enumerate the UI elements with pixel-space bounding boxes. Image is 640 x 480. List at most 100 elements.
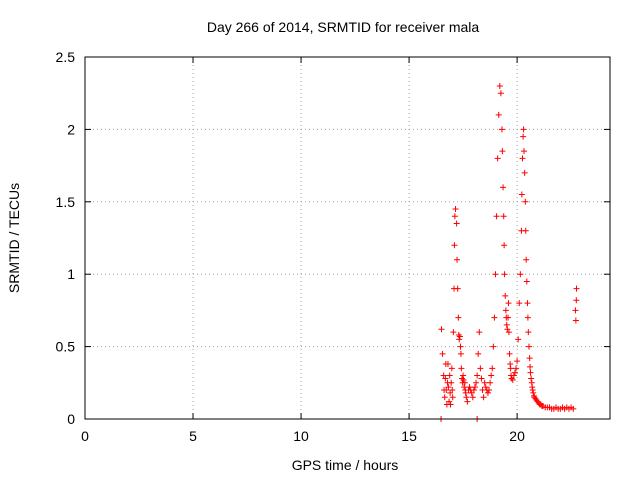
y-tick-label: 1 [67, 266, 75, 282]
data-point [529, 387, 536, 394]
data-point [490, 343, 497, 350]
x-tick-label: 5 [189, 428, 197, 444]
data-point [505, 329, 512, 336]
data-point [481, 379, 488, 386]
data-point [520, 133, 527, 140]
data-point [525, 343, 532, 350]
data-point [463, 394, 470, 401]
data-point [524, 314, 531, 321]
data-point [454, 256, 461, 263]
data-point [470, 387, 477, 394]
data-point [497, 90, 504, 97]
data-point [453, 220, 460, 227]
data-point [499, 148, 506, 155]
chart-title: Day 266 of 2014, SRMTID for receiver mal… [207, 19, 480, 35]
data-point [448, 379, 455, 386]
data-point [509, 376, 516, 383]
data-point [528, 375, 535, 382]
data-point [457, 343, 464, 350]
data-point [496, 82, 503, 89]
data-point [451, 242, 458, 249]
data-point [448, 365, 455, 372]
data-point [462, 389, 469, 396]
data-point [516, 300, 523, 307]
data-point [505, 300, 512, 307]
data-point [489, 365, 496, 372]
data-points [438, 82, 580, 422]
data-point [517, 271, 524, 278]
y-axis-label: SRMTID / TECUs [6, 183, 22, 293]
data-point [526, 355, 533, 362]
data-point [451, 213, 458, 220]
data-point [469, 394, 476, 401]
data-point [570, 405, 577, 412]
data-point [454, 285, 461, 292]
data-point [461, 384, 468, 391]
data-point [520, 126, 527, 133]
x-axis-label: GPS time / hours [292, 457, 399, 473]
data-point [525, 329, 532, 336]
grid-lines [85, 57, 610, 419]
data-point [459, 375, 466, 382]
data-point [488, 372, 495, 379]
y-tick-label: 2 [67, 121, 75, 137]
data-point [514, 358, 521, 365]
data-point [507, 365, 514, 372]
data-point [494, 155, 501, 162]
data-point [445, 384, 452, 391]
axis-ticks: 0 5 10 15 20 0 0.5 1 1.5 2 2.5 [56, 49, 610, 444]
data-point [482, 384, 489, 391]
y-tick-label: 0 [67, 411, 75, 427]
data-point [500, 213, 507, 220]
data-point [475, 350, 482, 357]
x-tick-label: 20 [509, 428, 525, 444]
data-point [572, 317, 579, 324]
data-point [444, 360, 451, 367]
data-point [502, 307, 509, 314]
data-point [449, 394, 456, 401]
data-point [501, 242, 508, 249]
x-tick-label: 0 [81, 428, 89, 444]
data-point [522, 227, 529, 234]
data-point [573, 285, 580, 292]
data-point [486, 387, 493, 394]
data-point [502, 292, 509, 299]
data-point [457, 350, 464, 357]
data-point [498, 126, 505, 133]
plot-frame [84, 56, 611, 420]
data-point [515, 336, 522, 343]
data-point [478, 375, 485, 382]
data-point [506, 350, 513, 357]
x-tick-label: 15 [401, 428, 417, 444]
data-point [527, 369, 534, 376]
data-point [473, 379, 480, 386]
data-point [439, 350, 446, 357]
data-point [461, 379, 468, 386]
data-point [524, 300, 531, 307]
data-point [456, 336, 463, 343]
data-point [458, 365, 465, 372]
data-point [460, 376, 467, 383]
data-point [495, 111, 502, 118]
data-point [511, 369, 518, 376]
data-point [513, 365, 520, 372]
data-point [501, 271, 508, 278]
y-tick-label: 0.5 [56, 339, 76, 355]
data-point [530, 389, 537, 396]
data-point [480, 394, 487, 401]
data-point [450, 329, 457, 336]
data-point [442, 375, 449, 382]
data-point [573, 297, 580, 304]
data-point [500, 184, 507, 191]
data-point [522, 198, 529, 205]
data-point [527, 363, 534, 370]
data-point [523, 256, 530, 263]
data-point [466, 384, 473, 391]
data-point [521, 169, 528, 176]
data-point [487, 379, 494, 386]
data-point [503, 321, 510, 328]
x-tick-label: 10 [293, 428, 309, 444]
data-point [474, 372, 481, 379]
data-point [471, 384, 478, 391]
